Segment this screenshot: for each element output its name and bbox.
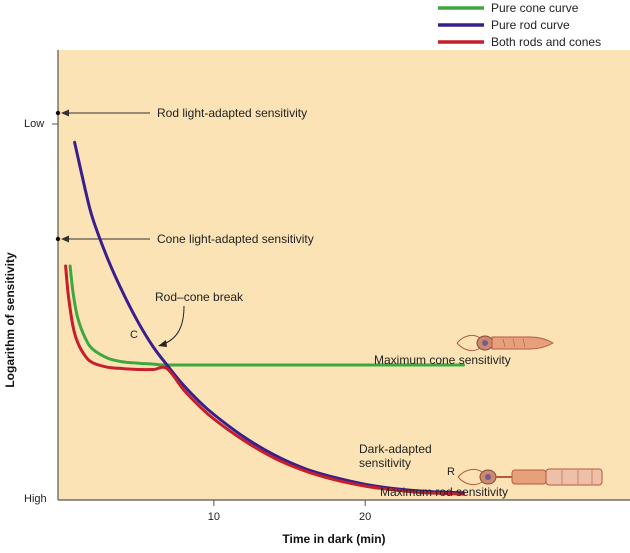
rod-point-label: R <box>447 466 455 478</box>
max-cone-label: Maximum cone sensitivity <box>374 353 511 367</box>
rod-cone-break-arrow <box>163 305 185 345</box>
marker-arrowhead <box>61 235 69 243</box>
cone-cell-illustration <box>456 334 554 352</box>
combined-curve <box>64 264 465 496</box>
legend: Pure cone curve Pure rod curve Both rods a… <box>438 1 601 49</box>
x-ticks: 10 20 <box>208 500 371 523</box>
cone-point-label: C <box>130 329 138 341</box>
x-tick-label: 20 <box>359 511 371 523</box>
y-tick-low: Low <box>24 118 44 130</box>
y-tick-high: High <box>24 493 47 505</box>
rod-curve <box>73 140 465 495</box>
rod-cone-break-label: Rod–cone break <box>155 290 244 304</box>
rod-cell-illustration <box>457 468 603 486</box>
light-adapted-markers: Rod light-adapted sensitivity Cone light-… <box>55 106 314 246</box>
light-adapted-point <box>55 110 61 116</box>
rod-cone-break-arrowhead <box>158 340 167 347</box>
legend-label: Pure cone curve <box>491 1 579 15</box>
marker-arrowhead <box>61 109 69 117</box>
x-tick-label: 10 <box>208 511 220 523</box>
light-adapted-point <box>55 236 61 242</box>
x-axis-title: Time in dark (min) <box>282 532 385 546</box>
legend-label: Both rods and cones <box>491 35 601 49</box>
cone-curve <box>68 264 465 367</box>
marker-label: Cone light-adapted sensitivity <box>157 232 314 246</box>
y-axis-title: Logarithm of sensitivity <box>3 252 17 388</box>
plot-background <box>58 50 630 500</box>
max-rod-label: Maximum rod sensitivity <box>380 485 508 499</box>
dark-adapted-label-1: Dark-adapted <box>359 442 432 456</box>
dark-adapted-label-2: sensitivity <box>359 456 411 470</box>
marker-label: Rod light-adapted sensitivity <box>157 106 307 120</box>
series-layer <box>64 140 465 496</box>
legend-label: Pure rod curve <box>491 18 570 32</box>
